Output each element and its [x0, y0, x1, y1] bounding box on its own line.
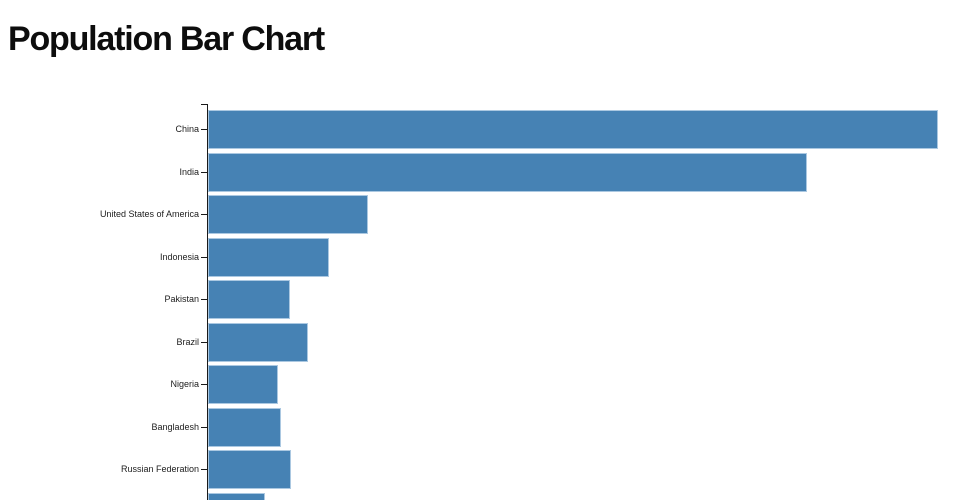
population-bar [208, 280, 290, 319]
category-label: Brazil [176, 336, 199, 347]
y-axis-tick [201, 341, 207, 343]
category-label: India [179, 166, 199, 177]
population-bar [208, 450, 291, 489]
population-bar [208, 110, 938, 149]
category-label: Indonesia [159, 251, 199, 262]
y-axis-tick [201, 469, 207, 470]
y-axis-tick [201, 171, 207, 173]
population-bar [208, 237, 329, 277]
y-axis-tick [201, 256, 207, 258]
category-label: Russian Federation [120, 464, 199, 474]
y-axis-tick [201, 214, 207, 215]
population-bar [208, 322, 308, 362]
y-axis-tick [201, 129, 207, 130]
category-label: Bangladesh [151, 421, 199, 432]
chart-title: Population Bar Chart [8, 20, 325, 58]
population-bar [208, 492, 265, 500]
category-label: United States of America [99, 209, 199, 219]
y-axis-top-cap [201, 104, 208, 105]
population-bar [208, 407, 281, 447]
category-label: Pakistan [164, 294, 199, 304]
category-label: Nigeria [170, 379, 199, 389]
population-bar [208, 152, 807, 192]
population-bar [208, 365, 278, 404]
y-axis-line [207, 104, 208, 500]
population-bar [208, 195, 368, 234]
y-axis-tick [201, 426, 207, 428]
y-axis-tick [201, 384, 207, 385]
y-axis-tick [201, 299, 207, 300]
category-label: China [175, 124, 199, 134]
